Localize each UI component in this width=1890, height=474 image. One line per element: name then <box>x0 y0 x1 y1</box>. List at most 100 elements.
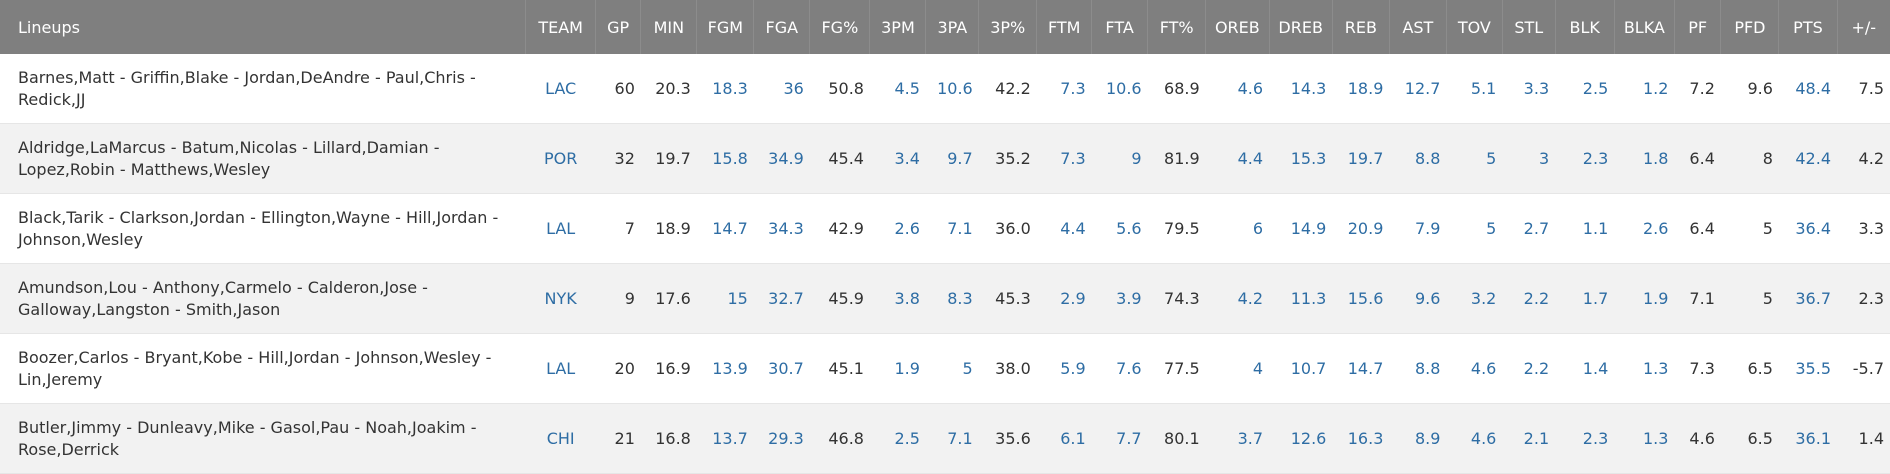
team-link[interactable]: POR <box>543 148 578 168</box>
column-header-oreb[interactable]: OREB <box>1205 0 1270 54</box>
stat-link-stl[interactable]: 2.7 <box>1523 218 1550 238</box>
stat-link-stl[interactable]: 2.2 <box>1523 358 1550 378</box>
stat-link-oreb[interactable]: 3.7 <box>1237 428 1264 448</box>
stat-link-fgm[interactable]: 13.9 <box>712 358 748 378</box>
stat-link-fgm[interactable]: 15 <box>727 288 748 308</box>
stat-link-reb[interactable]: 16.3 <box>1347 428 1384 448</box>
stat-link-pts[interactable]: 36.4 <box>1795 218 1831 238</box>
stat-link-fta[interactable]: 7.7 <box>1116 428 1142 448</box>
stat-link-tpa[interactable]: 9.7 <box>947 148 973 168</box>
stat-link-reb[interactable]: 18.9 <box>1347 78 1384 98</box>
stat-link-dreb[interactable]: 10.7 <box>1290 358 1327 378</box>
team-link[interactable]: LAC <box>545 78 577 98</box>
stat-link-reb[interactable]: 20.9 <box>1347 218 1384 238</box>
column-header-ftm[interactable]: FTM <box>1036 0 1093 54</box>
column-header-pfd[interactable]: PFD <box>1720 0 1780 54</box>
stat-link-tov[interactable]: 5 <box>1486 148 1497 168</box>
stat-link-dreb[interactable]: 14.3 <box>1290 78 1327 98</box>
team-link[interactable]: NYK <box>544 288 577 308</box>
stat-link-pts[interactable]: 36.7 <box>1795 288 1831 308</box>
column-header-pts[interactable]: PTS <box>1778 0 1838 54</box>
stat-link-ast[interactable]: 7.9 <box>1414 218 1441 238</box>
stat-link-oreb[interactable]: 4.2 <box>1237 288 1264 308</box>
column-header-gp[interactable]: GP <box>595 0 642 54</box>
column-header-min[interactable]: MIN <box>640 0 698 54</box>
stat-link-blk[interactable]: 1.1 <box>1582 218 1609 238</box>
column-header-team[interactable]: TEAM <box>525 0 596 54</box>
stat-link-fta[interactable]: 9 <box>1131 148 1142 168</box>
stat-link-ftm[interactable]: 7.3 <box>1060 148 1086 168</box>
stat-link-fta[interactable]: 3.9 <box>1116 288 1142 308</box>
stat-link-reb[interactable]: 19.7 <box>1347 148 1384 168</box>
stat-link-blk[interactable]: 2.3 <box>1582 148 1609 168</box>
team-link[interactable]: LAL <box>546 218 576 238</box>
stat-link-ast[interactable]: 8.9 <box>1414 428 1441 448</box>
stat-link-tpa[interactable]: 5 <box>962 358 973 378</box>
stat-link-fga[interactable]: 34.3 <box>768 218 804 238</box>
stat-link-tpm[interactable]: 1.9 <box>894 358 920 378</box>
stat-link-dreb[interactable]: 12.6 <box>1290 428 1327 448</box>
stat-link-tov[interactable]: 4.6 <box>1470 358 1497 378</box>
stat-link-tpm[interactable]: 2.5 <box>894 428 920 448</box>
column-header-fgm[interactable]: FGM <box>696 0 755 54</box>
column-header-dreb[interactable]: DREB <box>1269 0 1333 54</box>
stat-link-tpa[interactable]: 7.1 <box>947 428 973 448</box>
stat-link-ast[interactable]: 8.8 <box>1414 148 1441 168</box>
stat-link-pts[interactable]: 48.4 <box>1795 78 1831 98</box>
stat-link-fgm[interactable]: 14.7 <box>712 218 748 238</box>
stat-link-ast[interactable]: 9.6 <box>1414 288 1441 308</box>
team-link[interactable]: LAL <box>546 358 576 378</box>
column-header-fta[interactable]: FTA <box>1091 0 1149 54</box>
column-header-stl[interactable]: STL <box>1502 0 1556 54</box>
stat-link-pts[interactable]: 36.1 <box>1795 428 1831 448</box>
stat-link-fga[interactable]: 34.9 <box>768 148 804 168</box>
stat-link-reb[interactable]: 15.6 <box>1347 288 1384 308</box>
stat-link-blka[interactable]: 1.3 <box>1642 358 1669 378</box>
stat-link-fga[interactable]: 30.7 <box>768 358 804 378</box>
column-header-lineups[interactable]: Lineups <box>0 0 527 54</box>
stat-link-oreb[interactable]: 4 <box>1252 358 1264 378</box>
stat-link-ftm[interactable]: 2.9 <box>1060 288 1086 308</box>
column-header-ft-pct[interactable]: FT% <box>1147 0 1207 54</box>
stat-link-fgm[interactable]: 13.7 <box>712 428 748 448</box>
stat-link-stl[interactable]: 2.1 <box>1523 428 1550 448</box>
stat-link-tpm[interactable]: 3.8 <box>894 288 920 308</box>
column-header-pf[interactable]: PF <box>1674 0 1722 54</box>
stat-link-stl[interactable]: 2.2 <box>1523 288 1550 308</box>
stat-link-dreb[interactable]: 11.3 <box>1290 288 1327 308</box>
stat-link-tpm[interactable]: 4.5 <box>894 78 920 98</box>
stat-link-blk[interactable]: 2.5 <box>1582 78 1609 98</box>
stat-link-pts[interactable]: 35.5 <box>1795 358 1831 378</box>
column-header-ast[interactable]: AST <box>1389 0 1447 54</box>
stat-link-tpa[interactable]: 10.6 <box>937 78 973 98</box>
stat-link-tov[interactable]: 3.2 <box>1470 288 1497 308</box>
stat-link-stl[interactable]: 3.3 <box>1523 78 1550 98</box>
stat-link-pts[interactable]: 42.4 <box>1795 148 1831 168</box>
stat-link-blk[interactable]: 2.3 <box>1582 428 1609 448</box>
stat-link-tov[interactable]: 5.1 <box>1470 78 1497 98</box>
stat-link-fta[interactable]: 5.6 <box>1116 218 1142 238</box>
stat-link-fga[interactable]: 36 <box>783 78 804 98</box>
stat-link-fta[interactable]: 7.6 <box>1116 358 1142 378</box>
stat-link-dreb[interactable]: 15.3 <box>1290 148 1327 168</box>
stat-link-ast[interactable]: 8.8 <box>1414 358 1441 378</box>
stat-link-oreb[interactable]: 4.6 <box>1237 78 1264 98</box>
stat-link-fgm[interactable]: 18.3 <box>712 78 748 98</box>
column-header-3pa[interactable]: 3PA <box>925 0 980 54</box>
stat-link-blka[interactable]: 1.2 <box>1642 78 1669 98</box>
stat-link-tpm[interactable]: 2.6 <box>894 218 920 238</box>
stat-link-fga[interactable]: 29.3 <box>768 428 804 448</box>
column-header-blka[interactable]: BLKA <box>1614 0 1675 54</box>
stat-link-fga[interactable]: 32.7 <box>768 288 804 308</box>
stat-link-reb[interactable]: 14.7 <box>1347 358 1384 378</box>
stat-link-blk[interactable]: 1.4 <box>1582 358 1609 378</box>
stat-link-blka[interactable]: 1.3 <box>1642 428 1669 448</box>
stat-link-ftm[interactable]: 7.3 <box>1060 78 1086 98</box>
stat-link-ast[interactable]: 12.7 <box>1404 78 1441 98</box>
stat-link-tpm[interactable]: 3.4 <box>894 148 920 168</box>
stat-link-ftm[interactable]: 4.4 <box>1060 218 1086 238</box>
stat-link-tpa[interactable]: 8.3 <box>947 288 973 308</box>
stat-link-ftm[interactable]: 5.9 <box>1060 358 1086 378</box>
stat-link-blk[interactable]: 1.7 <box>1582 288 1609 308</box>
stat-link-oreb[interactable]: 6 <box>1252 218 1264 238</box>
